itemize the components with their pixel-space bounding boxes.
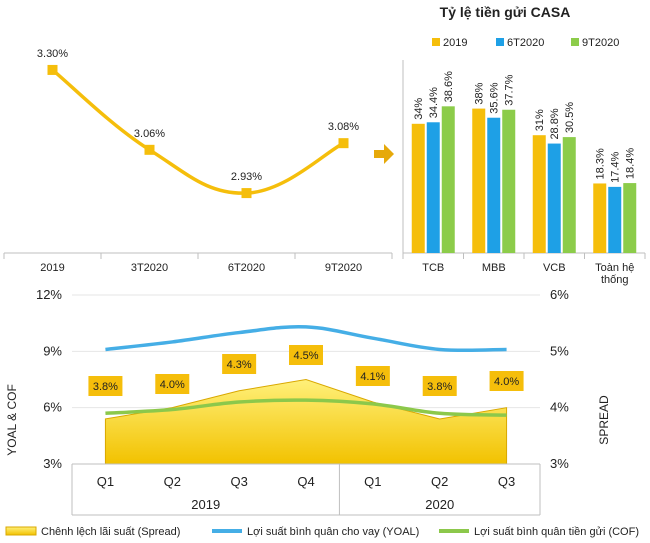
bar-category-label: thống <box>601 274 629 286</box>
combo-left-tick-label: 3% <box>43 456 62 471</box>
combo-x-tick-label: Q4 <box>297 474 314 489</box>
bar <box>608 186 622 253</box>
combo-right-tick-label: 6% <box>550 287 569 302</box>
line-point <box>338 138 349 149</box>
bar <box>532 135 546 253</box>
bar <box>593 183 607 253</box>
combo-legend-label: Chênh lệch lãi suất (Spread) <box>41 526 180 538</box>
combo-legend-swatch <box>5 526 37 536</box>
spread-data-label: 4.3% <box>227 359 252 371</box>
bar <box>441 106 455 253</box>
combo-right-tick-label: 4% <box>550 400 569 415</box>
spread-label-box <box>355 366 390 386</box>
combo-x-tick-label: Q2 <box>164 474 181 489</box>
combo-year-label: 2019 <box>191 497 220 512</box>
combo-legend-label: Lợi suất bình quân tiền gửi (COF) <box>474 526 639 538</box>
line-data-label: 3.08% <box>328 121 359 133</box>
spread-data-label: 4.0% <box>160 379 185 391</box>
bar-data-label: 37.7% <box>504 74 516 105</box>
bar-category-label: Toàn hệ <box>595 262 634 274</box>
bar-data-label: 18.4% <box>625 148 637 179</box>
cof-line <box>105 398 507 417</box>
bar-data-label: 31% <box>534 109 546 131</box>
bar-data-label: 34% <box>413 98 425 120</box>
combo-right-tick-label: 3% <box>550 456 569 471</box>
combo-left-axis-title: YOAL & COF <box>5 384 19 456</box>
combo-x-tick-label: Q3 <box>230 474 247 489</box>
bar-category-label: VCB <box>543 262 566 274</box>
bar-chart-title: Tỷ lệ tiền gửi CASA <box>440 4 571 20</box>
bar <box>487 117 501 253</box>
combo-right-tick-label: 5% <box>550 343 569 358</box>
spread-data-label: 4.5% <box>293 350 318 362</box>
bar <box>623 183 637 253</box>
combo-x-tick-label: Q1 <box>364 474 381 489</box>
spread-label-box <box>489 371 524 391</box>
spread-label-box <box>222 354 257 374</box>
line-point <box>47 64 58 75</box>
line-point <box>144 144 155 155</box>
spread-data-label: 4.0% <box>494 376 519 388</box>
line-x-tick-label: 3T2020 <box>131 262 168 274</box>
combo-year-label: 2020 <box>425 497 454 512</box>
bar-data-label: 38% <box>474 82 486 104</box>
combo-x-tick-label: Q1 <box>97 474 114 489</box>
bar-data-label: 35.6% <box>489 82 501 113</box>
bar-legend-label: 6T2020 <box>507 37 544 49</box>
yoal-line <box>105 325 507 353</box>
line-point <box>241 188 252 199</box>
combo-x-tick-label: Q2 <box>431 474 448 489</box>
arrow-icon <box>374 144 394 164</box>
line-series-path <box>51 68 345 195</box>
combo-right-axis-title: SPREAD <box>597 395 611 445</box>
spread-label-box <box>289 345 323 365</box>
spread-label-box <box>155 374 190 394</box>
bar-data-label: 38.6% <box>443 71 455 102</box>
combo-left-tick-label: 9% <box>43 343 62 358</box>
bar-legend-swatch <box>496 38 504 46</box>
line-data-label: 3.30% <box>37 48 68 60</box>
combo-left-tick-label: 6% <box>43 400 62 415</box>
combo-x-tick-label: Q3 <box>498 474 515 489</box>
bar-category-label: MBB <box>482 262 506 274</box>
bar-data-label: 30.5% <box>564 102 576 133</box>
spread-label-box <box>88 376 123 396</box>
bar <box>411 123 425 253</box>
bar <box>547 143 561 253</box>
line-x-tick-label: 2019 <box>40 262 64 274</box>
bar-data-label: 17.4% <box>610 151 622 182</box>
line-data-label: 2.93% <box>231 171 262 183</box>
spread-label-box <box>422 376 457 396</box>
bar-data-label: 18.3% <box>595 148 607 179</box>
line-x-tick-label: 6T2020 <box>228 262 265 274</box>
bar <box>502 109 516 254</box>
combo-left-tick-label: 12% <box>36 287 62 302</box>
line-data-label: 3.06% <box>134 128 165 140</box>
bar-legend-swatch <box>571 38 579 46</box>
bar <box>472 108 486 253</box>
bar-legend-label: 9T2020 <box>582 37 619 49</box>
line-x-tick-label: 9T2020 <box>325 262 362 274</box>
bar-category-label: TCB <box>422 262 444 274</box>
spread-data-label: 3.8% <box>93 381 118 393</box>
bar-legend-label: 2019 <box>443 37 467 49</box>
bar-data-label: 34.4% <box>428 87 440 118</box>
spread-data-label: 3.8% <box>427 381 452 393</box>
bar <box>562 137 576 253</box>
spread-data-label: 4.1% <box>360 371 385 383</box>
bar-legend-swatch <box>432 38 440 46</box>
bar <box>426 122 440 253</box>
combo-legend-label: Lợi suất bình quân cho vay (YOAL) <box>247 526 419 538</box>
bar-data-label: 28.8% <box>549 108 561 139</box>
